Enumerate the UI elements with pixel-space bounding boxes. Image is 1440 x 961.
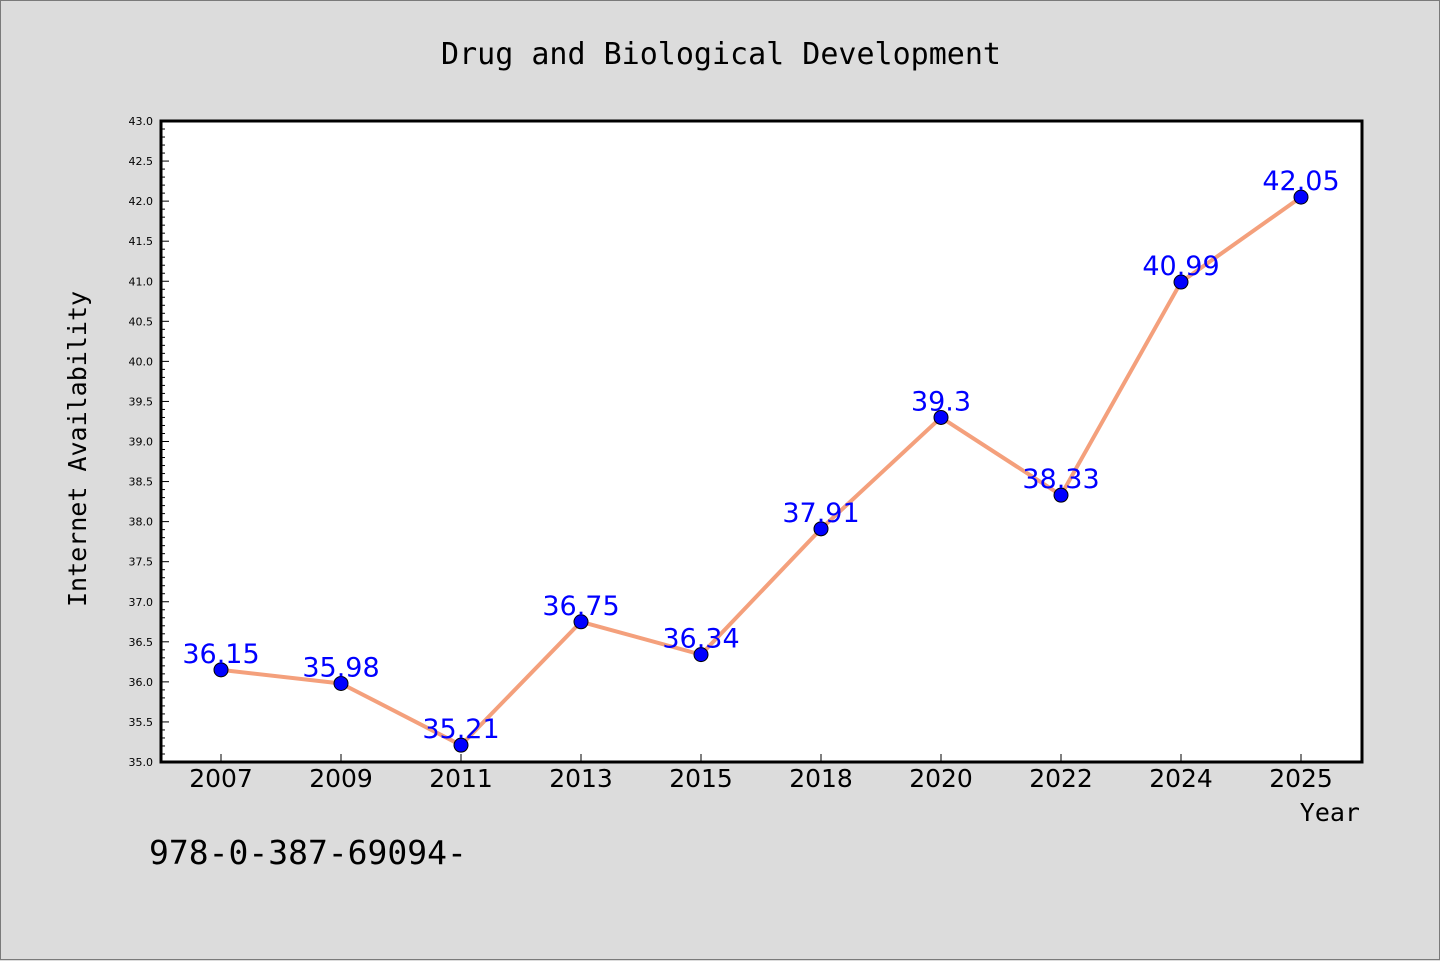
series-line bbox=[220, 195, 1303, 748]
data-point bbox=[1173, 274, 1189, 290]
data-label: 35.21 bbox=[422, 714, 499, 745]
chart-title: Drug and Biological Development bbox=[441, 37, 1001, 72]
x-tick-label: 2018 bbox=[789, 764, 853, 793]
y-tick-label: 42.0 bbox=[129, 195, 154, 208]
data-series bbox=[213, 189, 1309, 753]
y-tick-label: 40.0 bbox=[129, 355, 154, 368]
data-label: 37.91 bbox=[782, 498, 859, 529]
y-tick-label: 39.5 bbox=[129, 395, 154, 408]
data-point bbox=[1053, 487, 1069, 503]
x-tick-label: 2007 bbox=[189, 764, 253, 793]
data-point bbox=[1293, 189, 1309, 205]
plot-border bbox=[159, 119, 1364, 764]
footer-code: 978-0-387-69094- bbox=[149, 833, 467, 872]
y-tick-label: 37.0 bbox=[129, 596, 154, 609]
data-point bbox=[453, 737, 469, 753]
data-label: 38.33 bbox=[1022, 464, 1099, 495]
y-axis-label: Internet Availability bbox=[63, 291, 92, 607]
data-label: 35.98 bbox=[302, 652, 379, 683]
data-point bbox=[213, 662, 229, 678]
data-label: 36.15 bbox=[182, 639, 259, 670]
data-label: 40.99 bbox=[1142, 251, 1219, 282]
y-tick-label: 42.5 bbox=[129, 155, 154, 168]
y-tick-label: 35.0 bbox=[129, 756, 154, 769]
y-tick-label: 38.5 bbox=[129, 476, 154, 489]
y-tick-label: 41.5 bbox=[129, 235, 154, 248]
x-tick-label: 2022 bbox=[1029, 764, 1093, 793]
x-tick-label: 2025 bbox=[1269, 764, 1333, 793]
data-point bbox=[693, 647, 709, 663]
y-tick-label: 36.0 bbox=[129, 676, 154, 689]
y-tick-label: 40.5 bbox=[129, 315, 154, 328]
x-axis-label: Year bbox=[1300, 798, 1360, 827]
x-tick-label: 2009 bbox=[309, 764, 373, 793]
data-point bbox=[933, 409, 949, 425]
x-tick-label: 2013 bbox=[549, 764, 613, 793]
y-axis-ticks: 35.0 35.5 36.0 36.5 37.0 37.5 38.0 38.5 39.0 39.5… bbox=[129, 115, 169, 769]
y-tick-label: 39.0 bbox=[129, 436, 154, 449]
data-labels: 36.15 35.98 35.21 36.75 36.34 37.91 39.3 38.33 4… bbox=[182, 166, 1339, 745]
data-label: 36.34 bbox=[662, 624, 739, 655]
data-label: 36.75 bbox=[542, 591, 619, 622]
y-tick-label: 35.5 bbox=[129, 716, 154, 729]
y-tick-label: 43.0 bbox=[129, 115, 154, 128]
y-tick-label: 36.5 bbox=[129, 636, 154, 649]
plot-area bbox=[161, 121, 1362, 762]
data-point bbox=[573, 614, 589, 630]
x-tick-label: 2015 bbox=[669, 764, 733, 793]
x-tick-label: 2024 bbox=[1149, 764, 1213, 793]
x-tick-label: 2020 bbox=[909, 764, 973, 793]
data-point bbox=[813, 521, 829, 537]
data-label: 42.05 bbox=[1262, 166, 1339, 197]
y-tick-label: 38.0 bbox=[129, 516, 154, 529]
y-tick-label: 37.5 bbox=[129, 556, 154, 569]
y-tick-label: 41.0 bbox=[129, 275, 154, 288]
x-tick-label: 2011 bbox=[429, 764, 493, 793]
data-label: 39.3 bbox=[911, 386, 971, 417]
x-axis-ticks: 2007 2009 2011 2013 2015 2018 2020 2022 2024 2025 bbox=[189, 754, 1333, 793]
data-point bbox=[333, 675, 349, 691]
